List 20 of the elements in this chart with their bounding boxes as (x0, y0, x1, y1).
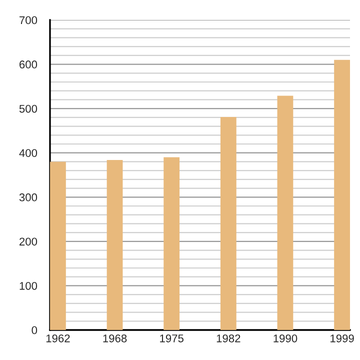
y-tick-label: 600 (20, 60, 38, 68)
bar (220, 116, 236, 330)
x-tick-label: 1999 (330, 334, 354, 342)
x-tick-label: 1982 (216, 334, 240, 342)
y-tick-label: 0 (32, 326, 38, 334)
bar (277, 96, 294, 330)
x-tick-label: 1975 (160, 334, 184, 342)
y-tick-label: 700 (20, 16, 38, 24)
bar (106, 160, 123, 330)
bar (334, 60, 350, 330)
x-tick-label: 1990 (274, 334, 298, 342)
x-tick-label: 1962 (46, 334, 70, 342)
y-tick-label: 200 (20, 238, 38, 246)
bar (164, 157, 180, 330)
y-tick-label: 100 (20, 282, 38, 290)
x-tick-label: 1968 (103, 334, 127, 342)
bar (50, 162, 66, 330)
y-tick-label: 500 (19, 104, 38, 113)
y-tick-label: 300 (19, 193, 38, 202)
y-tick-label: 400 (19, 149, 38, 157)
